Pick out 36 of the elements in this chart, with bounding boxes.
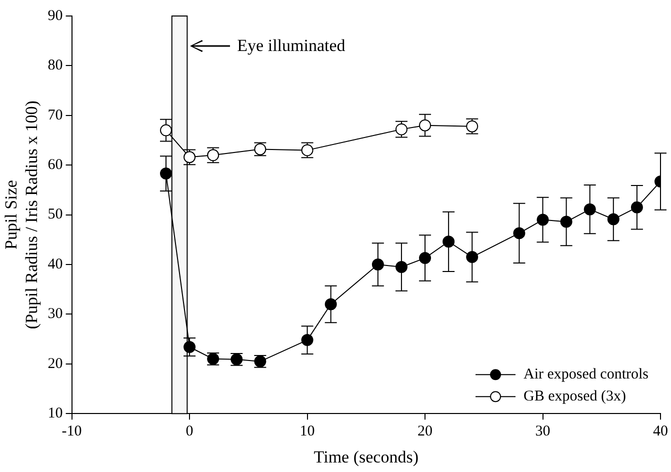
point [301,334,314,346]
y-tick-label: 80 [48,58,63,74]
y-tick-label: 10 [48,406,63,422]
point [630,201,643,214]
point [584,203,596,216]
y-tick-label: 20 [48,356,63,372]
y-tick-label: 40 [48,256,63,272]
point [419,252,432,264]
x-axis-title: Time (seconds) [314,447,418,466]
x-tick-label: 0 [186,424,194,440]
point [160,168,172,180]
point [536,214,549,226]
point [442,236,455,248]
point [160,124,172,136]
legend-label: Air exposed controls [524,366,649,383]
y-tick-label: 50 [48,206,63,223]
x-tick-label: -10 [62,424,82,440]
point [419,119,432,132]
point [372,258,384,270]
point [466,251,478,264]
x-tick-label: 20 [418,424,433,440]
annotation: Eye illuminated [237,35,346,57]
y-tick-label: 60 [48,157,63,174]
y-axis-title: Pupil Size (Pupil Radius / Iris Radius x 100) [2,100,42,330]
legend-label: GB exposed (3x) [524,388,626,405]
y-tick-label: 70 [48,107,63,124]
y-tick-label: 30 [48,306,63,322]
point [607,213,620,226]
x-tick-label: 40 [653,424,668,440]
x-tick-label: 10 [300,424,315,440]
point [560,216,572,228]
point [324,298,337,310]
y-tick-label: 90 [48,8,63,24]
point [513,227,526,240]
point [395,260,408,273]
x-tick-label: 30 [535,424,550,440]
